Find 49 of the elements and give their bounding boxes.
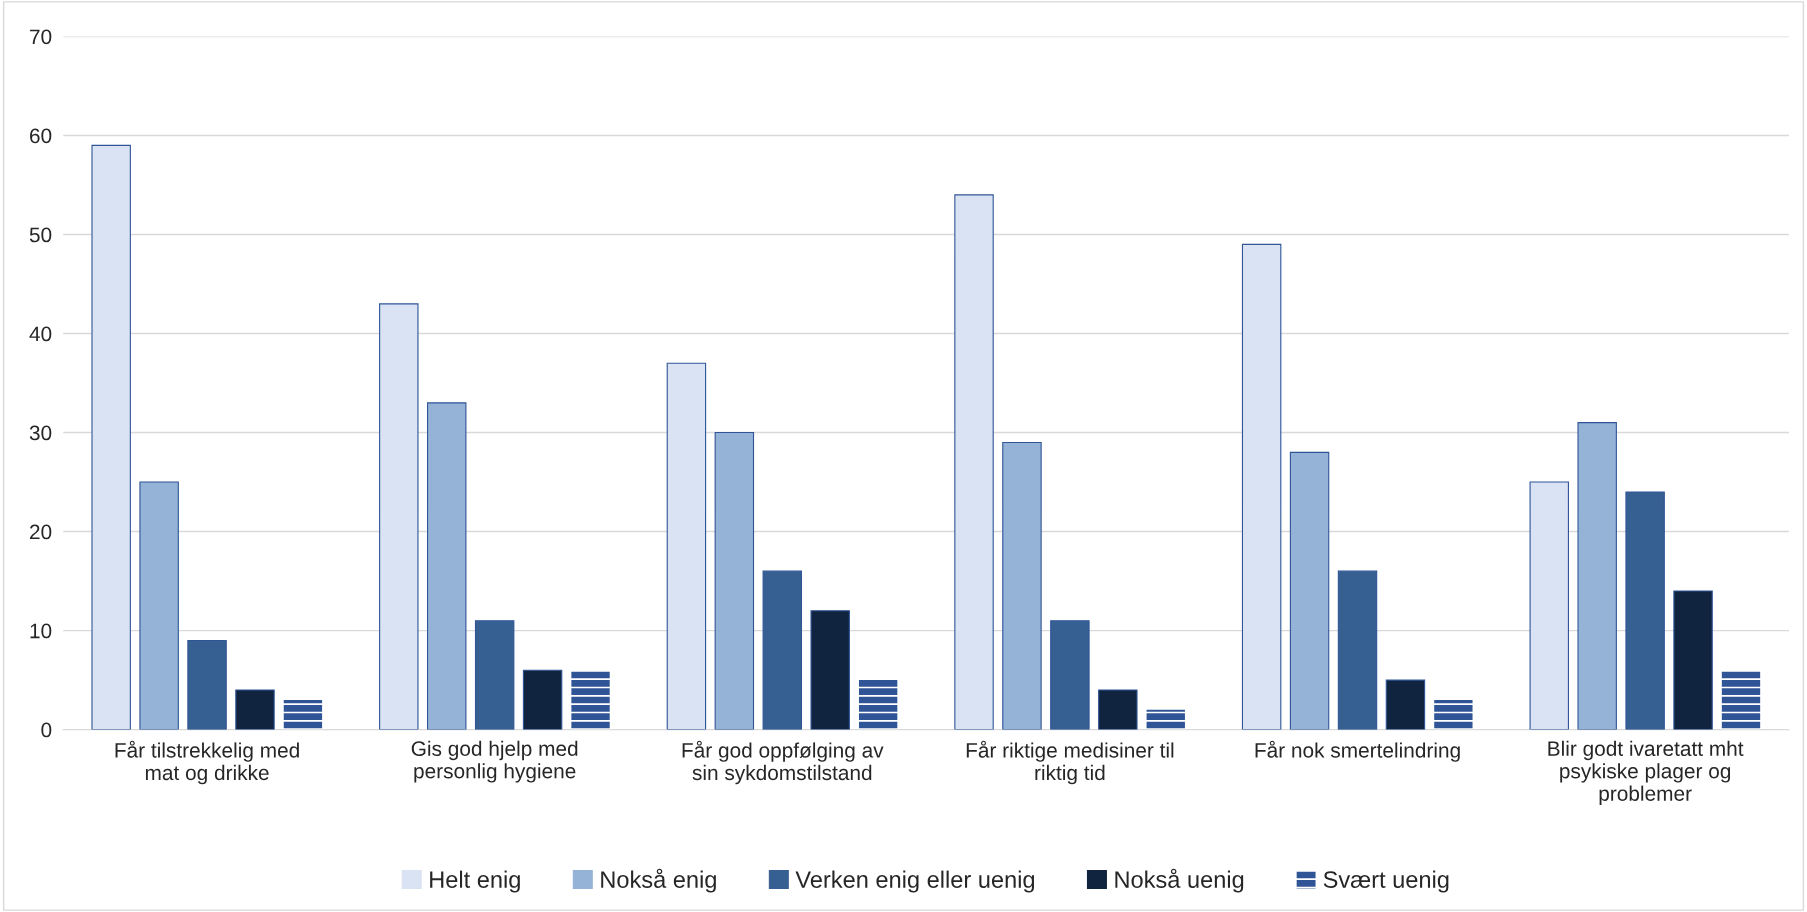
x-tick-label: Får tilstrekkelig med mat og drikke	[115, 740, 299, 785]
x-tick-label: Gis god hjelp med personlig hygiene	[411, 740, 578, 783]
bar	[1050, 620, 1090, 730]
bar	[1385, 679, 1426, 730]
x-tick-label: Får riktige medisiner til riktig tid	[966, 740, 1174, 785]
bar	[1434, 699, 1473, 730]
bar	[1098, 689, 1138, 730]
legend-label: Svært uenig	[1323, 870, 1449, 893]
bar	[810, 610, 850, 730]
legend-label: Helt enig	[430, 870, 520, 893]
bar	[858, 680, 898, 730]
bar	[139, 481, 179, 730]
bar	[571, 670, 610, 730]
y-tick-label: 70	[30, 29, 52, 45]
bar	[1241, 243, 1282, 730]
bar	[762, 570, 803, 730]
bar	[522, 669, 563, 730]
bar	[91, 144, 131, 730]
x-tick-label: Blir godt ivaretatt mht psykiske plager og problemer	[1548, 740, 1744, 806]
legend-label: Nokså uenig	[1115, 868, 1244, 893]
bar	[1337, 570, 1378, 730]
legend-label: Nokså enig	[601, 868, 716, 893]
bar	[1673, 590, 1713, 730]
bar	[1146, 709, 1185, 730]
y-tick-label: 0	[41, 722, 52, 738]
y-tick-label: 20	[30, 524, 52, 540]
bar	[187, 639, 227, 730]
bar	[666, 362, 707, 730]
bar	[235, 689, 275, 730]
y-tick-label: 30	[29, 425, 52, 441]
legend-label: Verken enig eller uenig	[795, 870, 1035, 893]
bar	[283, 699, 323, 730]
bar	[1529, 481, 1569, 730]
bar	[954, 194, 994, 730]
x-tick-label: Får nok smertelindring	[1255, 740, 1460, 762]
bar	[1289, 451, 1330, 730]
bar	[474, 620, 515, 730]
bar	[1625, 491, 1665, 730]
x-tick-label: Får god oppfølging av sin sykdomstilstand	[682, 740, 884, 785]
y-tick-label: 50	[29, 227, 52, 243]
bar	[1002, 441, 1042, 730]
bar	[1721, 670, 1761, 730]
bar	[379, 303, 419, 730]
y-tick-label: 60	[30, 128, 52, 144]
bar	[714, 431, 755, 730]
y-tick-label: 10	[30, 623, 52, 639]
bar	[427, 402, 467, 730]
y-tick-label: 40	[29, 326, 52, 342]
bar	[1577, 422, 1617, 730]
